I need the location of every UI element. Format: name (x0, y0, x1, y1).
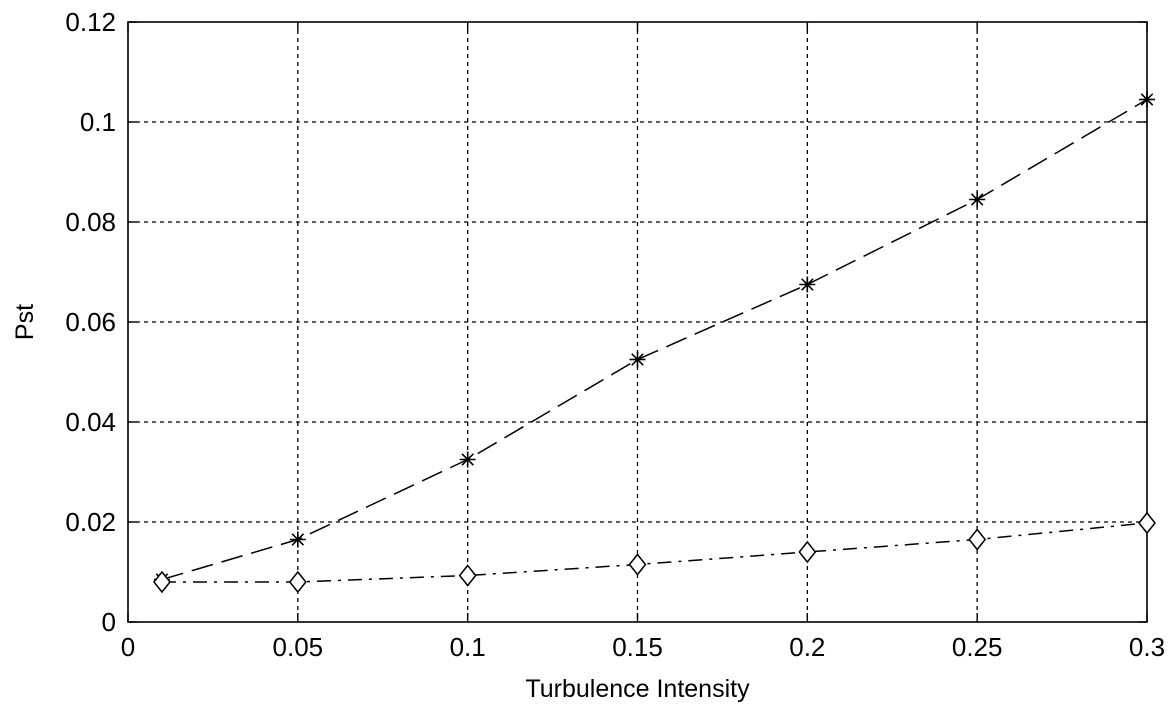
diamond-marker (288, 570, 307, 594)
star-marker (629, 351, 646, 368)
diamond-marker (798, 540, 817, 564)
diamond-marker (628, 553, 647, 576)
star-marker (289, 531, 306, 548)
x-tick-label: 0.1 (450, 632, 486, 662)
y-axis-label: Pst (11, 304, 39, 340)
x-tick-label: 0.2 (789, 632, 825, 662)
diamond-marker (153, 570, 171, 594)
x-tick-label: 0 (121, 632, 135, 662)
y-tick-label: 0.02 (65, 507, 116, 537)
grid (128, 22, 1147, 622)
diamond-marker (1138, 511, 1156, 535)
diamond-marker (458, 564, 477, 587)
x-tick-label: 0.3 (1129, 632, 1165, 662)
y-tick-label: 0.12 (65, 7, 116, 37)
series-star (153, 91, 1155, 588)
star-marker (969, 191, 986, 208)
y-tick-label: 0.1 (80, 107, 116, 137)
y-tick-label: 0.04 (65, 407, 116, 437)
diamond-marker (968, 528, 987, 551)
star-marker (459, 451, 476, 468)
y-tick-label: 0 (102, 607, 116, 637)
y-axis-ticks: 0 0.02 0.04 0.06 0.08 0.1 0.12 (65, 7, 1147, 637)
x-tick-label: 0.25 (952, 632, 1003, 662)
series-line-diamond (161, 522, 1148, 583)
x-axis-ticks: 0 0.05 0.1 0.15 0.2 0.25 0.3 (121, 22, 1165, 662)
star-marker (1139, 91, 1155, 108)
x-tick-label: 0.05 (273, 632, 324, 662)
y-tick-label: 0.06 (65, 307, 116, 337)
x-axis-label: Turbulence Intensity (525, 675, 750, 703)
star-marker (799, 276, 816, 293)
x-tick-label: 0.15 (612, 632, 663, 662)
series-line-star (161, 98, 1148, 581)
y-tick-label: 0.08 (65, 207, 116, 237)
series-diamond (153, 511, 1156, 594)
series-group (153, 91, 1156, 594)
